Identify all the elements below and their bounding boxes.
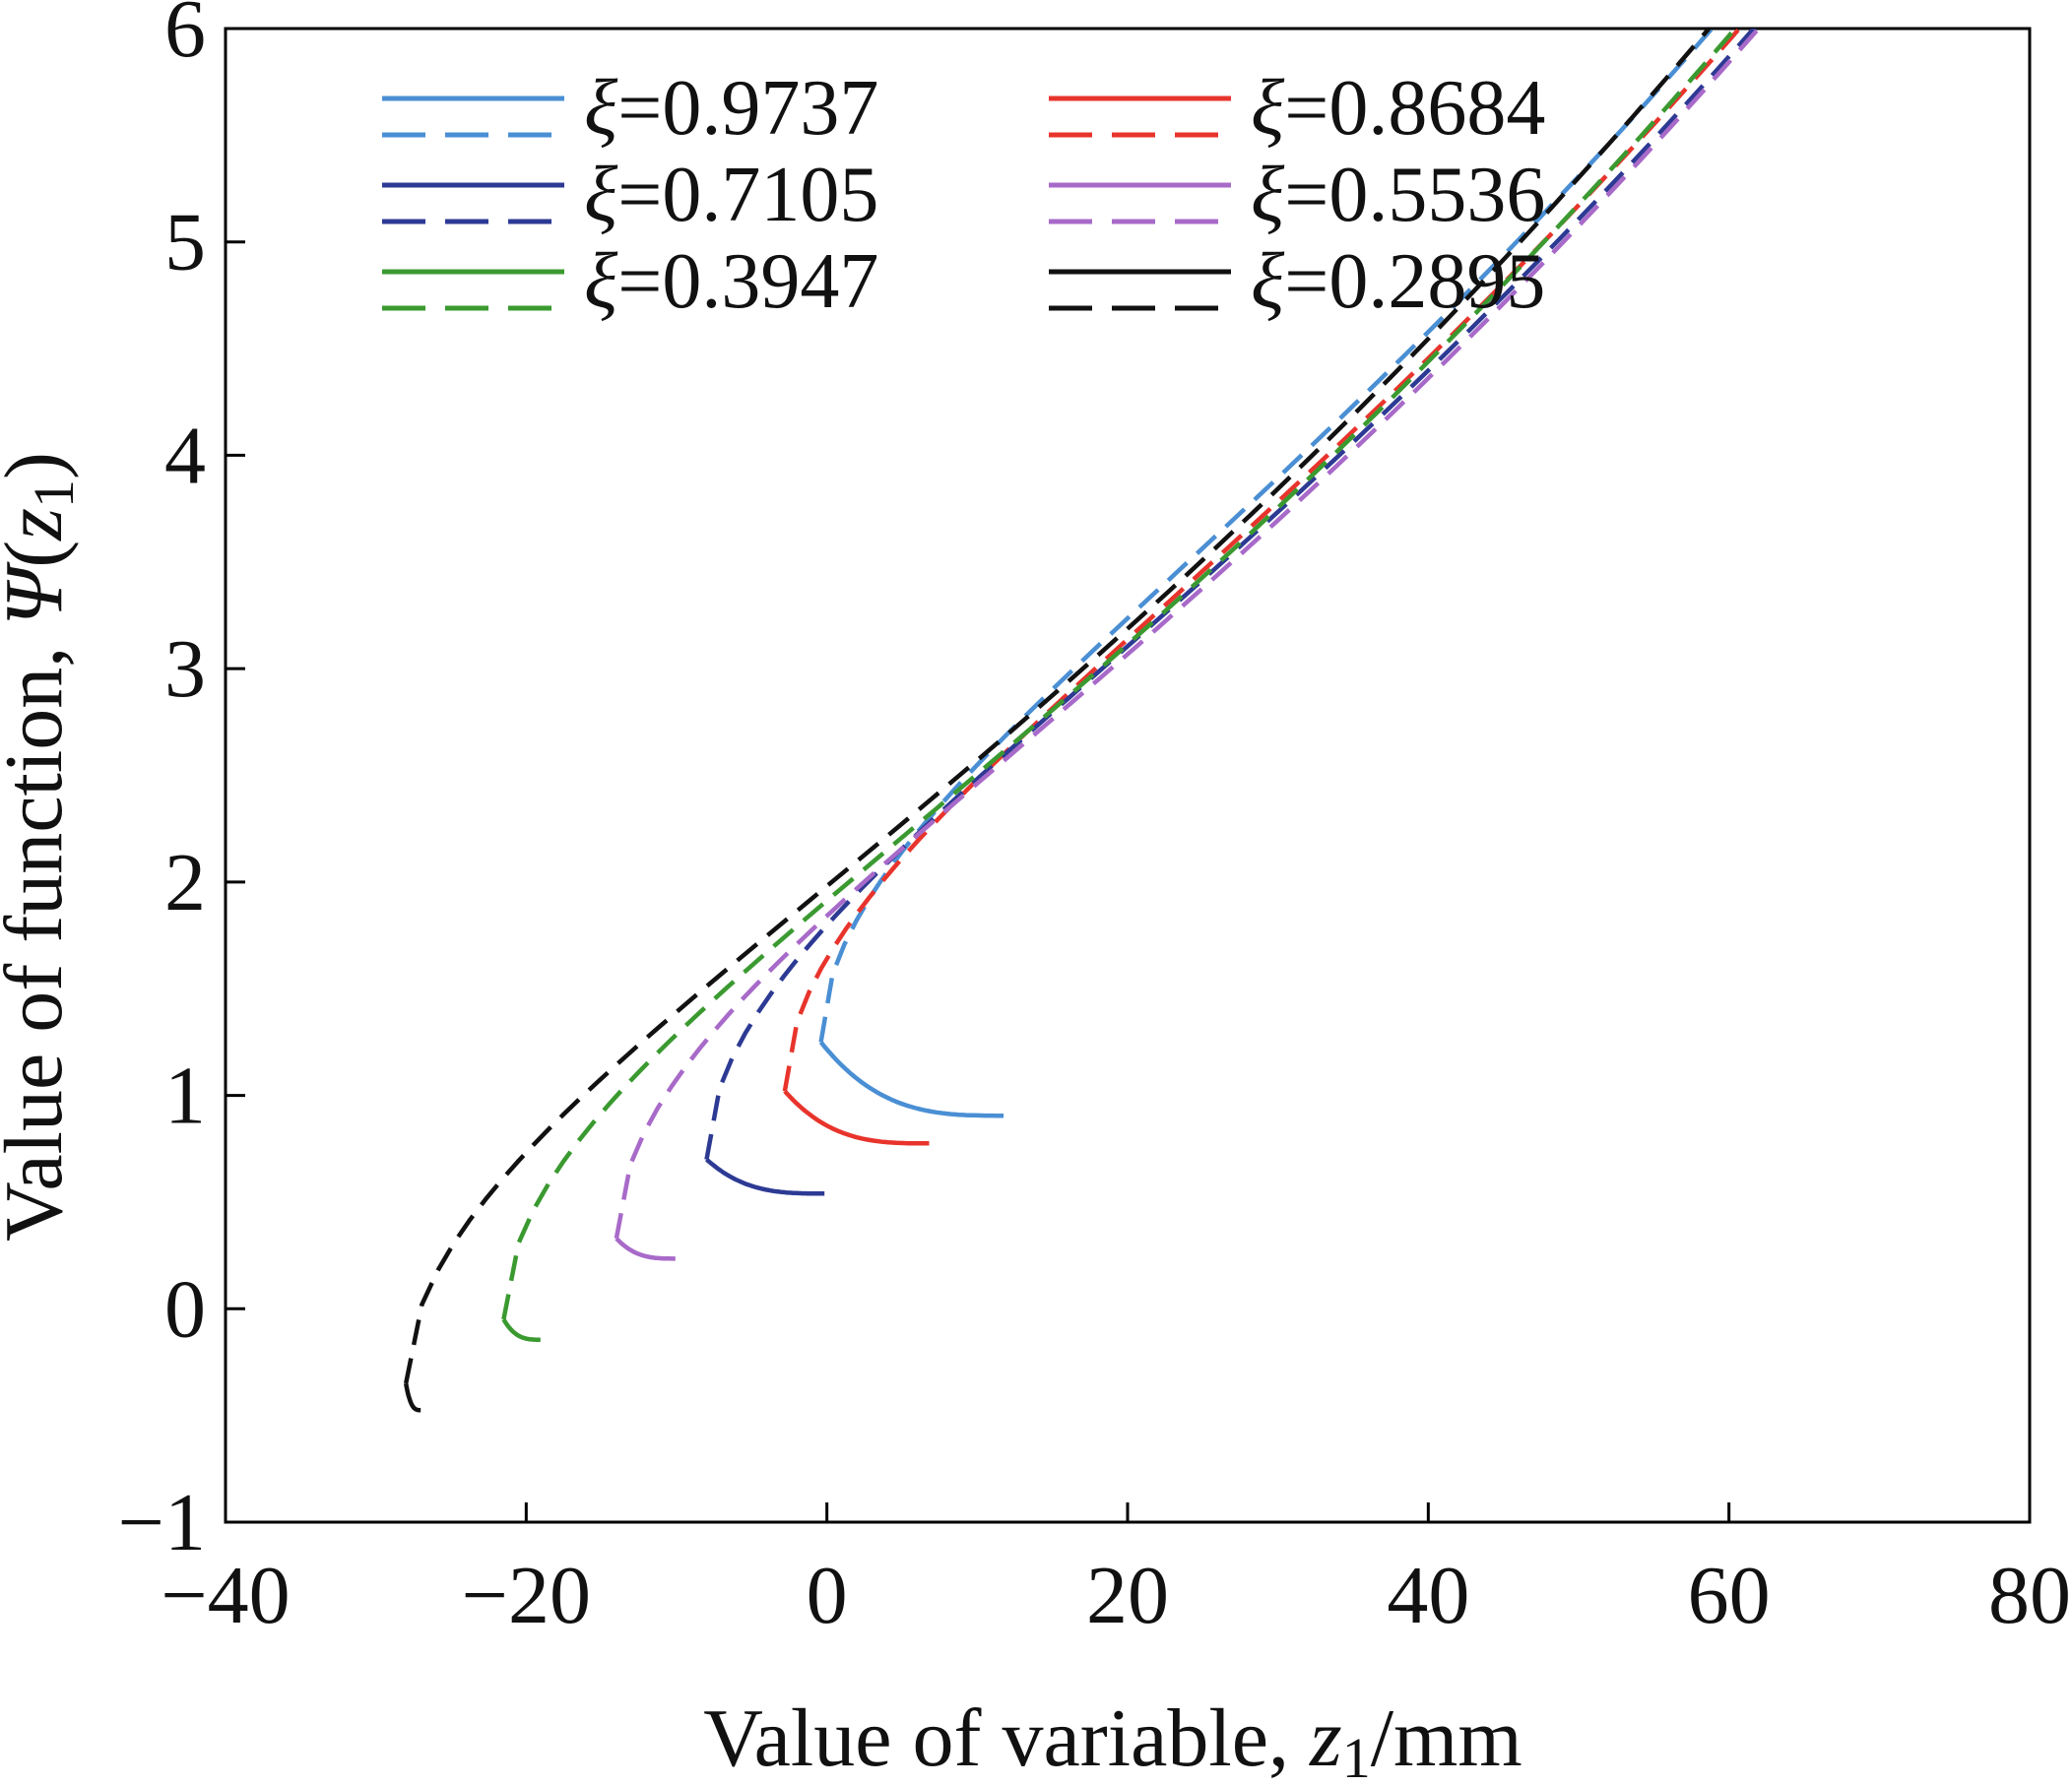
series-dashed-line-0.5536 xyxy=(614,29,1762,1240)
plot-frame xyxy=(224,27,2032,1524)
y-tick-label: −1 xyxy=(118,1477,206,1568)
legend-label: ξ=0.3947 xyxy=(584,238,878,325)
legend-symbol: ξ xyxy=(584,238,618,325)
legend-label: ξ=0.5536 xyxy=(1251,152,1545,238)
y-tick-label: 3 xyxy=(164,623,206,715)
legend-value: =0.5536 xyxy=(1284,152,1545,238)
x-axis-title: Value of variable, z1/mm xyxy=(703,1692,1522,1786)
legend-symbol: ξ xyxy=(584,152,618,238)
y-tick-label: 2 xyxy=(164,837,206,928)
y-tick-label: 5 xyxy=(164,197,206,288)
legend-value: =0.7105 xyxy=(617,152,878,238)
axis-ticks: −40 −20 0 20 40 60 80 −1 0 1 2 3 4 5 6 xyxy=(118,0,2071,1641)
legend-value: =0.2895 xyxy=(1284,238,1545,325)
y-tick-label: 0 xyxy=(164,1263,206,1355)
series-solid-line-0.8684 xyxy=(783,1089,930,1146)
series-dashed-line-0.9737 xyxy=(818,29,1716,1043)
legend-symbol: ξ xyxy=(584,65,618,152)
series-dashed-line-0.2895 xyxy=(403,29,1713,1384)
legend-label: ξ=0.2895 xyxy=(1251,238,1545,325)
x-tick-label: 80 xyxy=(1988,1550,2071,1641)
series-layer xyxy=(403,29,1762,1413)
series-solid-line-0.9737 xyxy=(818,1041,1004,1118)
legend-symbol: ξ xyxy=(1251,238,1285,325)
x-tick-label: 60 xyxy=(1688,1550,1771,1641)
legend-symbol: ξ xyxy=(1251,152,1285,238)
legend-label: ξ=0.9737 xyxy=(584,65,878,152)
legend-value: =0.8684 xyxy=(1284,65,1545,152)
legend-value: =0.3947 xyxy=(617,238,878,325)
y-tick-label: 1 xyxy=(164,1051,206,1142)
x-tick-label: −20 xyxy=(462,1550,591,1641)
legend-value: =0.9737 xyxy=(617,65,878,152)
x-tick-label: 20 xyxy=(1086,1550,1169,1641)
series-solid-line-0.2895 xyxy=(403,1382,423,1413)
legend-symbol: ξ xyxy=(1251,65,1285,152)
y-tick-label: 6 xyxy=(164,0,206,75)
x-tick-label: 40 xyxy=(1387,1550,1469,1641)
series-solid-line-0.3947 xyxy=(501,1317,543,1342)
x-tick-label: −40 xyxy=(161,1550,290,1641)
series-solid-line-0.7105 xyxy=(705,1157,825,1196)
series-dashed-line-0.3947 xyxy=(501,29,1738,1320)
legend-label: ξ=0.8684 xyxy=(1251,65,1545,152)
legend-label: ξ=0.7105 xyxy=(584,152,878,238)
x-tick-label: 0 xyxy=(807,1550,848,1641)
y-tick-label: 4 xyxy=(164,410,206,501)
y-axis-title: Value of function, Ψ(z1) xyxy=(0,452,86,1242)
series-solid-line-0.5536 xyxy=(615,1237,677,1261)
